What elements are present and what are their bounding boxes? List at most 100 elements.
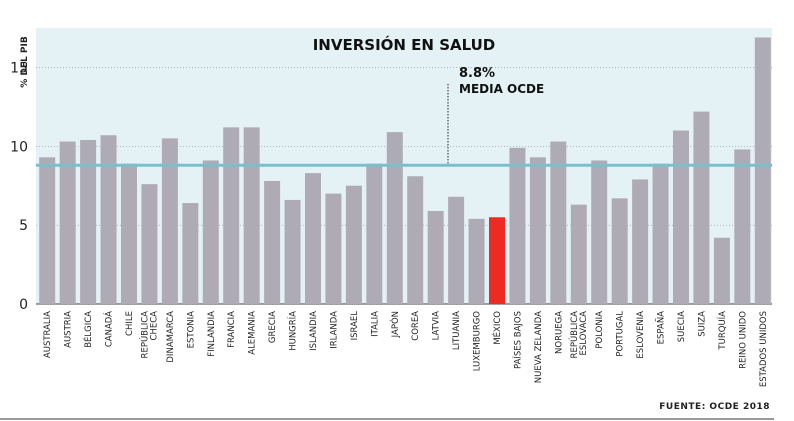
category-label: ITALIA [370, 311, 380, 337]
bar [673, 130, 689, 304]
bar [284, 199, 301, 304]
bar [509, 147, 526, 304]
y-tick-label: 15 [10, 60, 28, 76]
category-label: ALEMANIA [248, 311, 258, 355]
bars [39, 37, 771, 305]
bar [59, 141, 76, 304]
bar [39, 157, 56, 304]
category-label-line: ISLANDIA [309, 311, 319, 351]
y-tick-label: 0 [19, 297, 28, 313]
bar [550, 141, 567, 304]
bar [427, 210, 444, 304]
bar [754, 37, 771, 304]
category-label: JAPÓN [389, 311, 401, 338]
source-note: FUENTE: OCDE 2018 [659, 402, 770, 412]
category-label-line: LATVIA [432, 311, 442, 341]
category-labels: AUSTRALIA AUSTRIA BÉLGICA CANADÁ CHILE REPÚBL… [43, 311, 769, 387]
bar [182, 203, 199, 304]
average-label: MEDIA OCDE [459, 82, 544, 96]
category-label: ESTADOS UNIDOS [759, 311, 769, 387]
bar [202, 160, 219, 304]
category-label: POLONIA [595, 311, 605, 349]
category-label-line: REPÚBLICA [568, 311, 580, 359]
bar [161, 138, 178, 304]
category-label-line: MÉXICO [491, 311, 503, 345]
category-label: LUXEMBURGO [473, 311, 483, 372]
category-label-line: ITALIA [370, 311, 380, 337]
category-label-line: TURQUÍA [716, 311, 728, 351]
category-label: COREA [411, 311, 421, 341]
category-label-line: POLONIA [595, 311, 605, 349]
category-label: NORUEGA [554, 311, 564, 354]
category-label-line: GRECIA [268, 311, 278, 343]
category-label: CANADÁ [103, 311, 115, 347]
category-label: LATVIA [432, 311, 442, 341]
bar [243, 127, 260, 304]
category-label: ESPAÑA [656, 311, 667, 345]
bar [529, 157, 546, 304]
category-label-line: COREA [411, 311, 421, 341]
category-label-line: AUSTRALIA [43, 311, 53, 358]
category-label: HUNGRÍA [287, 311, 299, 351]
category-label: ESLOVENIA [636, 311, 646, 359]
category-label-line: REPÚBLICA [138, 311, 150, 359]
category-label: BÉLGICA [82, 311, 94, 348]
bar [611, 198, 628, 304]
bar [713, 237, 730, 304]
category-label: REPÚBLICA CHECA [138, 311, 159, 359]
category-label-line: SUECIA [677, 311, 687, 342]
bar [325, 193, 342, 304]
bar [570, 204, 587, 304]
bar [141, 184, 158, 304]
category-label-line: NUEVA ZELANDA [534, 311, 544, 383]
bar [591, 160, 608, 304]
bar [264, 180, 281, 304]
category-label: DINAMARCA [166, 311, 176, 363]
category-label: CHILE [125, 311, 135, 336]
category-label-line: NORUEGA [554, 311, 564, 354]
category-label: IRLANDA [329, 311, 339, 349]
bar [489, 217, 505, 304]
category-label: PAÍSES BAJOS [511, 311, 523, 369]
bar [223, 127, 240, 304]
chart-title: INVERSIÓN EN SALUD [313, 35, 496, 54]
category-label: LITUANIA [452, 311, 462, 350]
category-label: SUIZA [697, 311, 707, 337]
category-label-line: ALEMANIA [248, 311, 258, 355]
y-axis-label: % DEL PIB [20, 36, 30, 88]
category-label-line: CHILE [125, 311, 135, 336]
bar [345, 185, 362, 304]
bar [468, 218, 485, 304]
category-label-line: ESPAÑA [656, 311, 667, 345]
category-label-line: PORTUGAL [616, 311, 626, 357]
category-label: REPÚBLICA ESLOVACA [568, 311, 589, 359]
category-label: NUEVA ZELANDA [534, 311, 544, 383]
bar [734, 149, 751, 304]
category-label: REINO UNIDO [738, 311, 748, 369]
category-label-line: ESTADOS UNIDOS [759, 311, 769, 387]
bar [693, 111, 710, 305]
gridlines [36, 67, 772, 305]
category-label: MÉXICO [491, 311, 503, 345]
bar [652, 163, 669, 304]
category-label-line: LITUANIA [452, 311, 462, 350]
bar [386, 132, 403, 304]
bar [100, 135, 117, 304]
bar [80, 139, 97, 304]
bar [366, 163, 383, 304]
category-label: PORTUGAL [616, 311, 626, 357]
category-label: AUSTRIA [64, 311, 74, 348]
category-label-line: FINLANDIA [207, 311, 217, 357]
y-tick-label: 10 [10, 139, 28, 155]
bar [407, 176, 424, 304]
category-label-line: ESTONIA [186, 311, 196, 349]
category-label-line: ESLOVACA [579, 311, 589, 356]
category-label-line: LUXEMBURGO [473, 311, 483, 372]
category-label-line: ISRAEL [350, 311, 360, 341]
category-label-line: CHECA [149, 311, 159, 341]
bar [305, 173, 321, 304]
average-value-label: 8.8% [459, 66, 495, 81]
y-tick-label: 5 [19, 218, 28, 234]
category-label-line: AUSTRIA [64, 311, 74, 348]
